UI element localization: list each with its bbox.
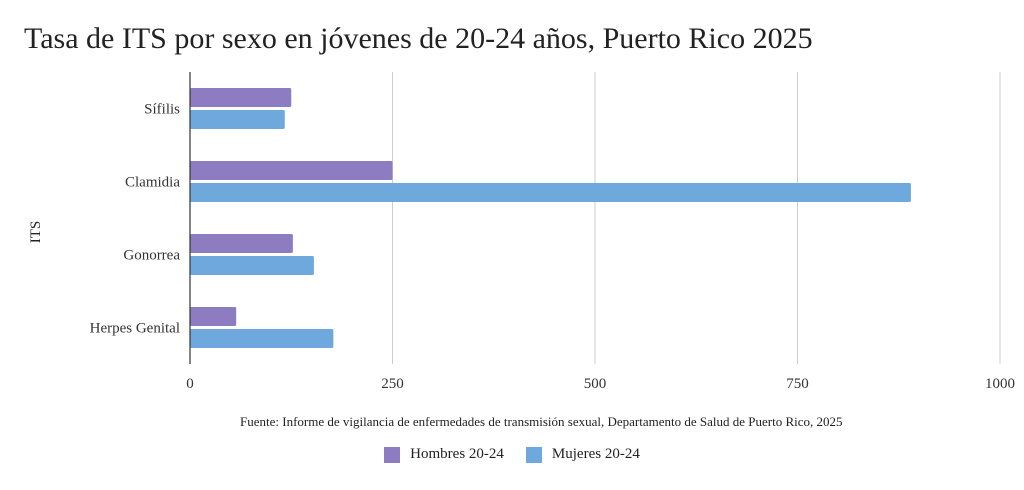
legend-item: Mujeres 20-24 (525, 446, 640, 463)
bar-mujeres-0 (190, 110, 285, 129)
x-tick-label: 1000 (985, 376, 1015, 392)
bar-mujeres-3 (190, 329, 334, 348)
bar-mujeres-2 (190, 256, 314, 275)
chart-plot: 0 250 500 750 1000 Sífilis Clamidia Gonorrea Her… (28, 72, 1015, 392)
bar-hombres-1 (190, 161, 393, 180)
legend-label: Mujeres 20-24 (551, 446, 640, 462)
legend-label: Hombres 20-24 (410, 446, 504, 462)
y-tick-label: Clamidia (125, 175, 180, 191)
bar-mujeres-1 (190, 183, 911, 202)
y-tick-label: Gonorrea (123, 248, 180, 264)
legend-swatch (525, 446, 542, 463)
y-axis-title: ITS (28, 221, 44, 244)
bar-hombres-0 (190, 88, 292, 107)
legend-item: Hombres 20-24 (384, 446, 504, 463)
chart-title: Tasa de ITS por sexo en jóvenes de 20-24… (24, 22, 813, 55)
bar-hombres-2 (190, 234, 293, 253)
legend: Hombres 20-24 Mujeres 20-24 (0, 446, 1024, 463)
bars (190, 88, 911, 348)
source-note: Fuente: Informe de vigilancia de enferme… (240, 414, 843, 429)
legend-swatch (384, 446, 401, 463)
x-tick-label: 250 (381, 376, 404, 392)
x-tick-label: 0 (186, 376, 194, 392)
y-tick-label: Sífilis (144, 102, 180, 118)
x-tick-label: 750 (786, 376, 809, 392)
axes: 0 250 500 750 1000 Sífilis Clamidia Gonorrea Her… (90, 72, 1015, 392)
x-tick-label: 500 (584, 376, 607, 392)
bar-hombres-3 (190, 307, 237, 326)
y-tick-label: Herpes Genital (90, 321, 180, 337)
gridlines (392, 72, 1001, 364)
